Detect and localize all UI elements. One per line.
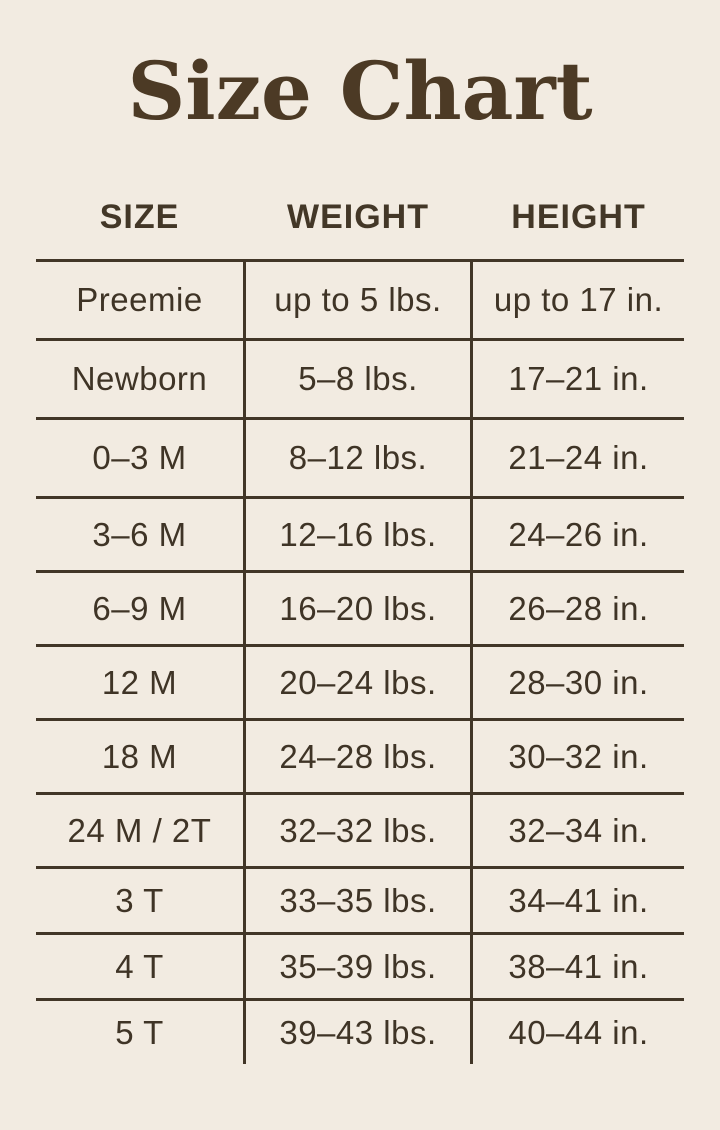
cell-weight: 32–32 lbs. xyxy=(243,795,473,866)
table-row-0-3m: 0–3 M 8–12 lbs. 21–24 in. xyxy=(36,417,684,496)
size-table: SIZE WEIGHT HEIGHT Preemie up to 5 lbs. … xyxy=(36,132,684,1064)
cell-height: 30–32 in. xyxy=(508,737,649,775)
table-row-12m: 12 M 20–24 lbs. 28–30 in. xyxy=(36,644,684,718)
page-title: Size Chart xyxy=(127,44,593,138)
table-row-5t: 5 T 39–43 lbs. 40–44 in. xyxy=(36,998,684,1064)
cell-size: 18 M xyxy=(101,737,178,775)
cell-weight: up to 5 lbs. xyxy=(243,262,473,338)
cell-size: 5 T xyxy=(115,1013,164,1051)
table-row-6-9m: 6–9 M 16–20 lbs. 26–28 in. xyxy=(36,570,684,644)
table-row-24m-2t: 24 M / 2T 32–32 lbs. 32–34 in. xyxy=(36,792,684,866)
cell-height: 17–21 in. xyxy=(508,360,649,397)
cell-height: 24–26 in. xyxy=(508,515,649,553)
cell-size: 0–3 M xyxy=(92,439,187,476)
table-row-3-6m: 3–6 M 12–16 lbs. 24–26 in. xyxy=(36,496,684,570)
size-chart-page: { "colors": { "background": "#f2ebe1", "… xyxy=(0,50,720,1130)
cell-size: Newborn xyxy=(71,360,208,397)
cell-size: 12 M xyxy=(101,663,178,701)
cell-weight: 12–16 lbs. xyxy=(243,499,473,570)
header-height: HEIGHT xyxy=(511,198,646,236)
cell-weight: 39–43 lbs. xyxy=(243,1001,473,1064)
cell-height: up to 17 in. xyxy=(493,281,664,318)
cell-height: 38–41 in. xyxy=(508,947,649,985)
table-body: Preemie up to 5 lbs. up to 17 in. Newbor… xyxy=(36,259,684,1064)
header-weight: WEIGHT xyxy=(287,198,429,236)
cell-weight: 20–24 lbs. xyxy=(243,647,473,718)
cell-height: 34–41 in. xyxy=(508,881,649,919)
table-header-row: SIZE WEIGHT HEIGHT xyxy=(36,132,684,259)
cell-weight: 16–20 lbs. xyxy=(243,573,473,644)
table-row-4t: 4 T 35–39 lbs. 38–41 in. xyxy=(36,932,684,998)
cell-weight: 24–28 lbs. xyxy=(243,721,473,792)
cell-size: Preemie xyxy=(76,281,203,318)
cell-height: 26–28 in. xyxy=(508,589,649,627)
cell-height: 32–34 in. xyxy=(508,811,649,849)
cell-weight: 33–35 lbs. xyxy=(243,869,473,932)
cell-size: 3 T xyxy=(115,881,164,919)
cell-size: 6–9 M xyxy=(92,589,187,627)
table-row-preemie: Preemie up to 5 lbs. up to 17 in. xyxy=(36,259,684,338)
table-row-newborn: Newborn 5–8 lbs. 17–21 in. xyxy=(36,338,684,417)
cell-weight: 35–39 lbs. xyxy=(243,935,473,998)
table-row-3t: 3 T 33–35 lbs. 34–41 in. xyxy=(36,866,684,932)
cell-height: 21–24 in. xyxy=(508,439,649,476)
table-row-18m: 18 M 24–28 lbs. 30–32 in. xyxy=(36,718,684,792)
cell-weight: 5–8 lbs. xyxy=(243,341,473,417)
cell-size: 24 M / 2T xyxy=(67,811,212,849)
cell-size: 3–6 M xyxy=(92,515,187,553)
header-size: SIZE xyxy=(99,198,180,236)
cell-height: 40–44 in. xyxy=(508,1013,649,1051)
cell-weight: 8–12 lbs. xyxy=(243,420,473,496)
cell-size: 4 T xyxy=(115,947,164,985)
cell-height: 28–30 in. xyxy=(508,663,649,701)
